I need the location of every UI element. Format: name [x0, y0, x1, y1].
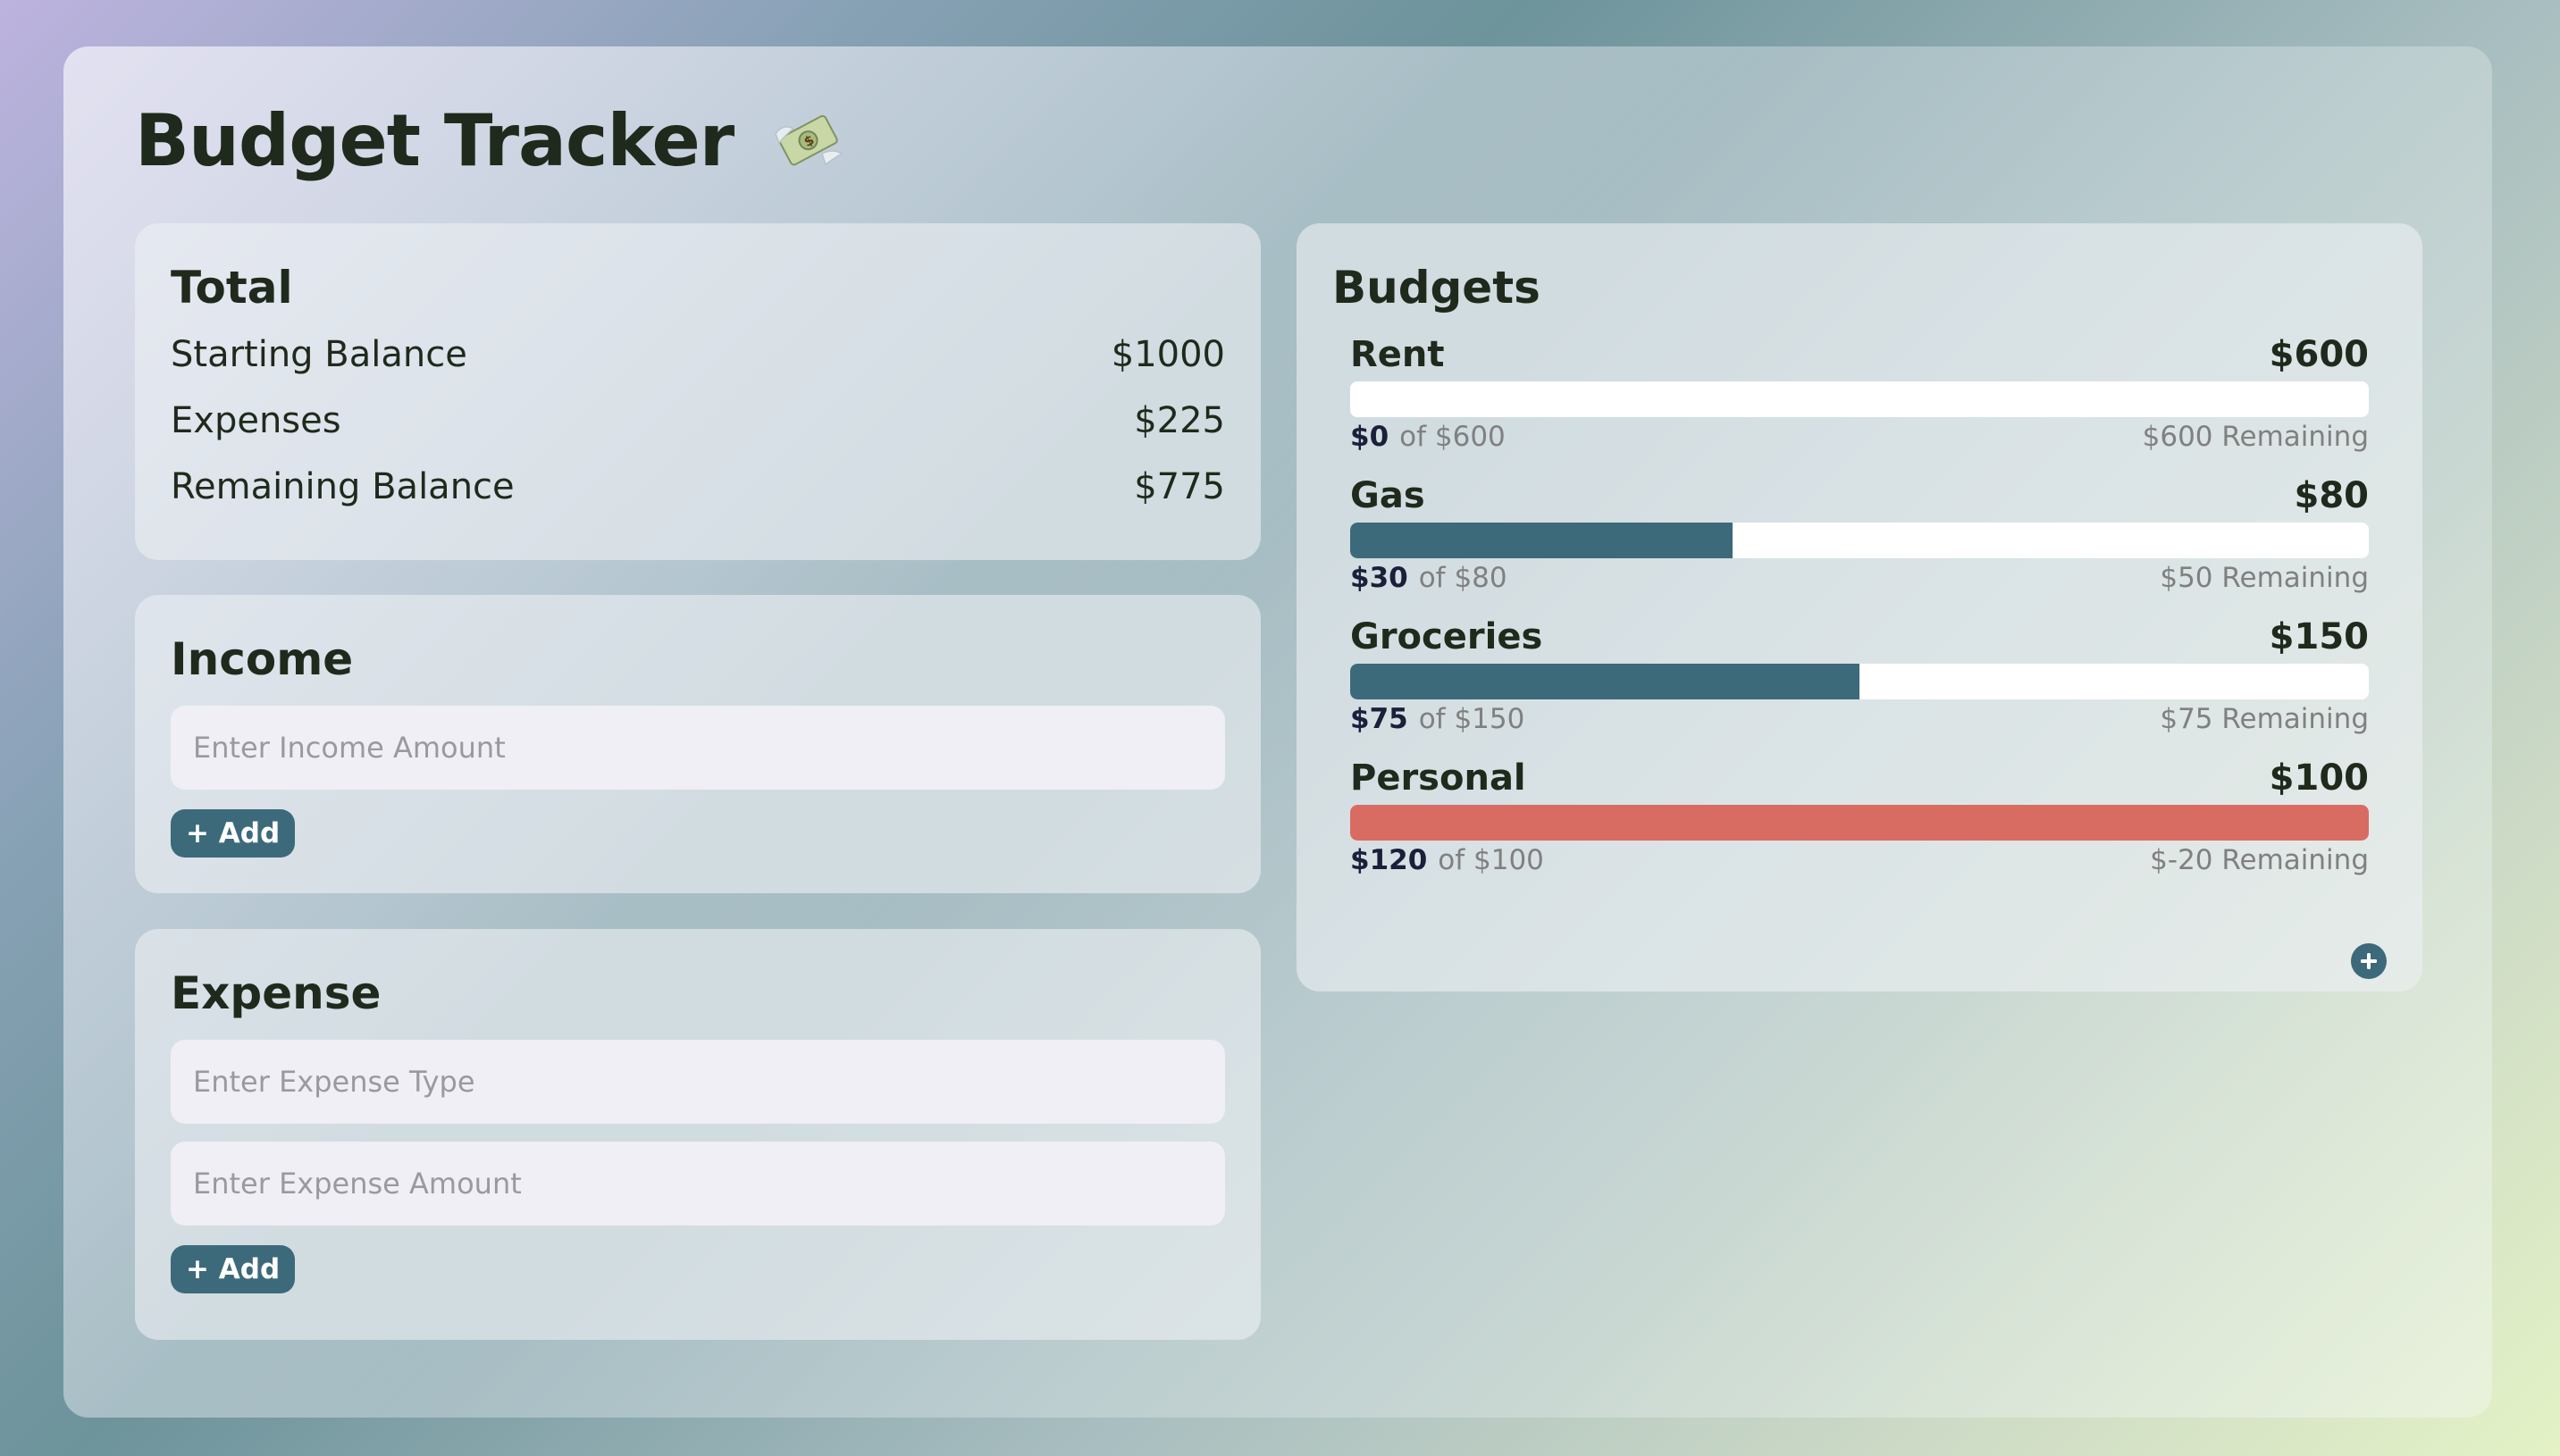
expenses-value: $225: [1134, 400, 1225, 441]
budget-of-text: of $80: [1418, 562, 1507, 594]
budget-progress-bar: [1350, 381, 2369, 417]
starting-balance-value: $1000: [1111, 334, 1225, 375]
budget-remaining: $75 Remaining: [2160, 703, 2369, 735]
budget-item-groceries: Groceries $150 $75 of $150 $75 Remaining: [1350, 615, 2369, 741]
add-income-button[interactable]: + Add: [171, 809, 296, 858]
budget-name: Personal: [1350, 757, 1526, 799]
budgets-heading: Budgets: [1332, 262, 1540, 314]
budget-of-text: of $150: [1418, 703, 1525, 735]
budget-spent-summary: $75 of $150: [1350, 703, 1524, 736]
add-budget-button[interactable]: [2351, 943, 2387, 979]
budget-progress-fill: [1350, 805, 2369, 841]
budget-tracker-app: Budget Tracker $ Total Starting Balance …: [63, 46, 2492, 1418]
budget-spent: $120: [1350, 844, 1428, 876]
budget-spent-summary: $30 of $80: [1350, 562, 1507, 595]
budget-progress-bar: [1350, 523, 2369, 558]
starting-balance-label: Starting Balance: [171, 334, 467, 375]
income-card: Income + Add: [135, 595, 1261, 893]
budget-limit: $80: [2294, 475, 2370, 516]
budget-limit: $150: [2269, 616, 2369, 657]
budgets-card: Budgets Rent $600 $0 of $600 $600 Remaini…: [1297, 223, 2422, 992]
budget-remaining: $-20 Remaining: [2150, 844, 2369, 876]
budget-name: Gas: [1350, 475, 1425, 516]
budget-spent-summary: $120 of $100: [1350, 844, 1544, 877]
income-amount-input[interactable]: [171, 706, 1225, 790]
budget-spent: $75: [1350, 703, 1408, 735]
budget-spent: $0: [1350, 421, 1389, 453]
budget-limit: $100: [2269, 757, 2369, 799]
budget-spent-summary: $0 of $600: [1350, 421, 1506, 454]
total-card: Total Starting Balance $1000 Expenses $2…: [135, 223, 1261, 560]
page-title: Budget Tracker $: [135, 98, 847, 188]
budget-progress-fill: [1350, 664, 1859, 699]
budget-progress-bar: [1350, 805, 2369, 841]
starting-balance-row: Starting Balance $1000: [171, 333, 1225, 376]
budget-item-rent: Rent $600 $0 of $600 $600 Remaining: [1350, 333, 2369, 458]
budget-limit: $600: [2269, 334, 2369, 375]
budget-name: Rent: [1350, 334, 1445, 375]
expense-card: Expense + Add: [135, 929, 1261, 1340]
budget-of-text: of $100: [1438, 844, 1544, 876]
page-title-text: Budget Tracker: [135, 99, 734, 182]
add-expense-button[interactable]: + Add: [171, 1245, 296, 1293]
budget-progress-fill: [1350, 523, 1733, 558]
expenses-label: Expenses: [171, 400, 341, 441]
budget-of-text: of $600: [1399, 421, 1506, 453]
total-heading: Total: [171, 262, 293, 314]
expenses-row: Expenses $225: [171, 399, 1225, 442]
budget-progress-bar: [1350, 664, 2369, 699]
money-with-wings-icon: $: [770, 103, 847, 188]
budget-spent: $30: [1350, 562, 1408, 594]
expense-type-input[interactable]: [171, 1040, 1225, 1124]
remaining-balance-value: $775: [1134, 466, 1225, 507]
budget-item-personal: Personal $100 $120 of $100 $-20 Remaining: [1350, 757, 2369, 882]
budget-item-gas: Gas $80 $30 of $80 $50 Remaining: [1350, 474, 2369, 599]
budget-remaining: $50 Remaining: [2160, 562, 2369, 594]
expense-heading: Expense: [171, 967, 382, 1019]
expense-amount-input[interactable]: [171, 1142, 1225, 1226]
remaining-balance-label: Remaining Balance: [171, 466, 515, 507]
budget-name: Groceries: [1350, 616, 1543, 657]
budget-remaining: $600 Remaining: [2142, 421, 2369, 453]
plus-circle-icon: [2361, 953, 2377, 969]
remaining-balance-row: Remaining Balance $775: [171, 465, 1225, 508]
income-heading: Income: [171, 633, 354, 685]
